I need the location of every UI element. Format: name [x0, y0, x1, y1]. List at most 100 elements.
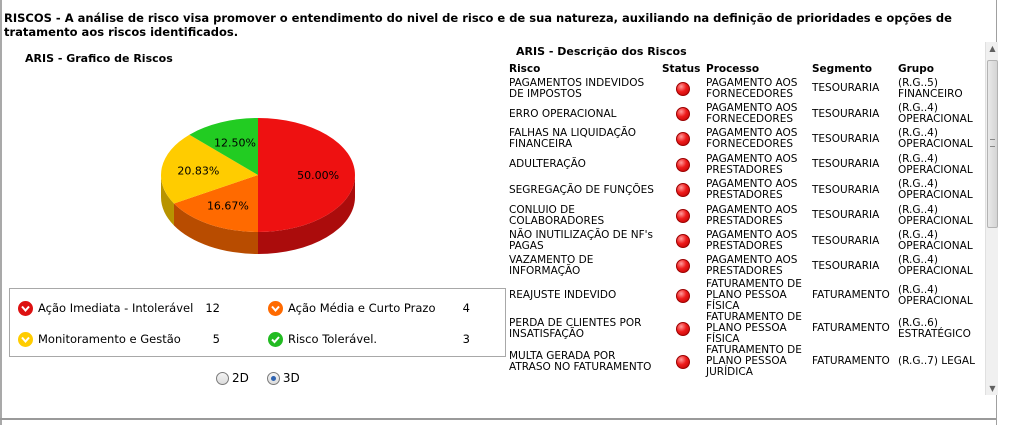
cell-grupo: (R.G..4) OPERACIONAL [898, 254, 973, 278]
cell-risco: ADULTERAÇÃO [509, 158, 586, 171]
cell-grupo: (R.G..7) LEGAL [898, 355, 975, 368]
table-title: ARIS - Descrição dos Riscos [516, 45, 687, 58]
cell-grupo: (R.G..4) OPERACIONAL [898, 102, 973, 126]
radio-2d[interactable] [216, 371, 229, 385]
cell-grupo: (R.G..5) FINANCEIRO [898, 76, 963, 100]
cell-risco: PERDA DE CLIENTES POR INSATISFAÇÃO [509, 316, 642, 340]
chevron-down-icon [268, 300, 283, 316]
cell-processo: PAGAMENTO AOS PRESTADORES [706, 152, 798, 176]
cell-grupo: (R.G..4) OPERACIONAL [898, 152, 973, 176]
cell-status [660, 76, 704, 101]
cell-risco: PAGAMENTOS INDEVIDOS DE IMPOSTOS [509, 76, 645, 100]
radio-selected-dot [270, 375, 276, 381]
cell-segmento: FATURAMENTO [812, 322, 890, 335]
cell-status [660, 152, 704, 177]
cell-segmento: TESOURARIA [812, 82, 880, 95]
legend-label: Ação Média e Curto Prazo [288, 301, 436, 315]
cell-segmento: TESOURARIA [812, 259, 880, 272]
cell-risco: CONLUIO DE COLABORADORES [509, 203, 605, 227]
cell-segmento: FATURAMENTO [812, 355, 890, 368]
pie-slice-side [258, 175, 355, 254]
cell-processo: FATURAMENTO DE PLANO PESSOA JURÍDICA [706, 344, 802, 379]
cell-segmento: TESOURARIA [812, 234, 880, 247]
cell-processo: PAGAMENTO AOS FORNECEDORES [706, 76, 798, 100]
table-row[interactable]: FALHAS NA LIQUIDAÇÃO FINANCEIRA PAGAMENTO… [507, 127, 983, 152]
cell-processo: PAGAMENTO AOS PRESTADORES [706, 254, 798, 278]
header-risco: Risco [509, 63, 541, 75]
table-row[interactable]: SEGREGAÇÃO DE FUNÇÕES PAGAMENTO AOS PREST… [507, 178, 983, 203]
cell-risco: MULTA GERADA POR ATRASO NO FATURAMENTO [509, 349, 652, 373]
cell-grupo: (R.G..6) ESTRATÉGICO [898, 316, 971, 340]
legend-label: Monitoramento e Gestão [38, 332, 181, 346]
cell-risco: NÃO INUTILIZAÇÃO DE NF's PAGAS [509, 229, 653, 253]
header-grupo: Grupo [898, 63, 935, 75]
cell-risco: FALHAS NA LIQUIDAÇÃO FINANCEIRA [509, 127, 637, 151]
cell-status [660, 312, 704, 345]
radio-label-3d[interactable]: 3D [282, 371, 300, 385]
legend-label: Ação Imediata - Intolerável [38, 301, 194, 315]
status-red-icon [676, 183, 690, 198]
legend-item: Ação Média e Curto Prazo [268, 298, 435, 318]
table-scrollbar[interactable]: ▲ ▼ [985, 42, 998, 395]
cell-risco: SEGREGAÇÃO DE FUNÇÕES [509, 183, 654, 196]
cell-segmento: TESOURARIA [812, 132, 880, 145]
table-row[interactable]: MULTA GERADA POR ATRASO NO FATURAMENTO FA… [507, 345, 983, 378]
legend-count: 12 [205, 301, 220, 315]
header-segmento: Segmento [812, 63, 872, 75]
cell-segmento: TESOURARIA [812, 183, 880, 196]
cell-status [660, 345, 704, 378]
cell-status [660, 254, 704, 279]
intro-text: RISCOS - A análise de risco visa promove… [4, 11, 952, 39]
table-row[interactable]: REAJUSTE INDEVIDO FATURAMENTO DE PLANO PE… [507, 279, 983, 312]
radio-label-2d[interactable]: 2D [232, 371, 249, 385]
table-row[interactable]: PERDA DE CLIENTES POR INSATISFAÇÃO FATURA… [507, 312, 983, 345]
left-border [0, 0, 2, 425]
scrollbar-thumb[interactable] [987, 60, 998, 228]
table-row[interactable]: CONLUIO DE COLABORADORES PAGAMENTO AOS PR… [507, 203, 983, 228]
cell-grupo: (R.G..4) OPERACIONAL [898, 283, 973, 307]
scroll-up-arrow-icon[interactable]: ▲ [989, 44, 996, 53]
pie-slice-side [161, 175, 174, 226]
bottom-border [0, 418, 996, 420]
header-status: Status [662, 63, 701, 75]
cell-segmento: FATURAMENTO [812, 289, 890, 302]
cell-grupo: (R.G..4) OPERACIONAL [898, 178, 973, 202]
cell-risco: VAZAMENTO DE INFORMAÇÃO [509, 254, 594, 278]
status-red-icon [676, 132, 690, 147]
legend-item: Ação Imediata - Intolerável [18, 298, 193, 318]
status-red-icon [676, 259, 690, 274]
pie-slice [258, 118, 355, 232]
header-processo: Processo [706, 63, 760, 75]
status-red-icon [676, 234, 690, 249]
risk-table: Risco Status Processo Segmento Grupo PAG… [507, 62, 983, 378]
table-row[interactable]: VAZAMENTO DE INFORMAÇÃO PAGAMENTO AOS PRE… [507, 254, 983, 279]
view-mode-selector: 2D 3D [216, 371, 318, 385]
table-row[interactable]: NÃO INUTILIZAÇÃO DE NF's PAGAS PAGAMENTO … [507, 228, 983, 253]
table-row[interactable]: ERRO OPERACIONAL PAGAMENTO AOS FORNECEDOR… [507, 101, 983, 126]
cell-processo: PAGAMENTO AOS PRESTADORES [706, 178, 798, 202]
risk-table-container: Risco Status Processo Segmento Grupo PAG… [507, 62, 983, 396]
scroll-down-arrow-icon[interactable]: ▼ [989, 384, 996, 393]
cell-processo: FATURAMENTO DE PLANO PESSOA FÍSICA [706, 311, 802, 346]
status-red-icon [676, 107, 690, 122]
cell-processo: PAGAMENTO AOS PRESTADORES [706, 229, 798, 253]
window-scrollbar-track[interactable] [996, 0, 1016, 425]
cell-status [660, 203, 704, 228]
chart-title: ARIS - Grafico de Riscos [25, 52, 173, 65]
legend-count: 4 [462, 301, 470, 315]
pie-slice-label: 50.00% [297, 169, 339, 182]
cell-risco: REAJUSTE INDEVIDO [509, 289, 617, 302]
table-row[interactable]: ADULTERAÇÃO PAGAMENTO AOS PRESTADORES TESO… [507, 152, 983, 177]
cell-processo: PAGAMENTO AOS FORNECEDORES [706, 127, 798, 151]
radio-3d[interactable] [266, 371, 280, 385]
pie-slice-label: 16.67% [207, 200, 249, 213]
cell-processo: PAGAMENTO AOS PRESTADORES [706, 203, 798, 227]
cell-status [660, 228, 704, 253]
pie-slice-label: 20.83% [177, 164, 219, 177]
legend-item: Monitoramento e Gestão [18, 329, 181, 349]
table-row[interactable]: PAGAMENTOS INDEVIDOS DE IMPOSTOS PAGAMENT… [507, 76, 983, 101]
cell-status [660, 127, 704, 152]
cell-segmento: TESOURARIA [812, 209, 880, 222]
cell-status [660, 279, 704, 312]
risk-pie-chart: 50.00% 16.67% 20.83% 12.50% [161, 118, 355, 254]
